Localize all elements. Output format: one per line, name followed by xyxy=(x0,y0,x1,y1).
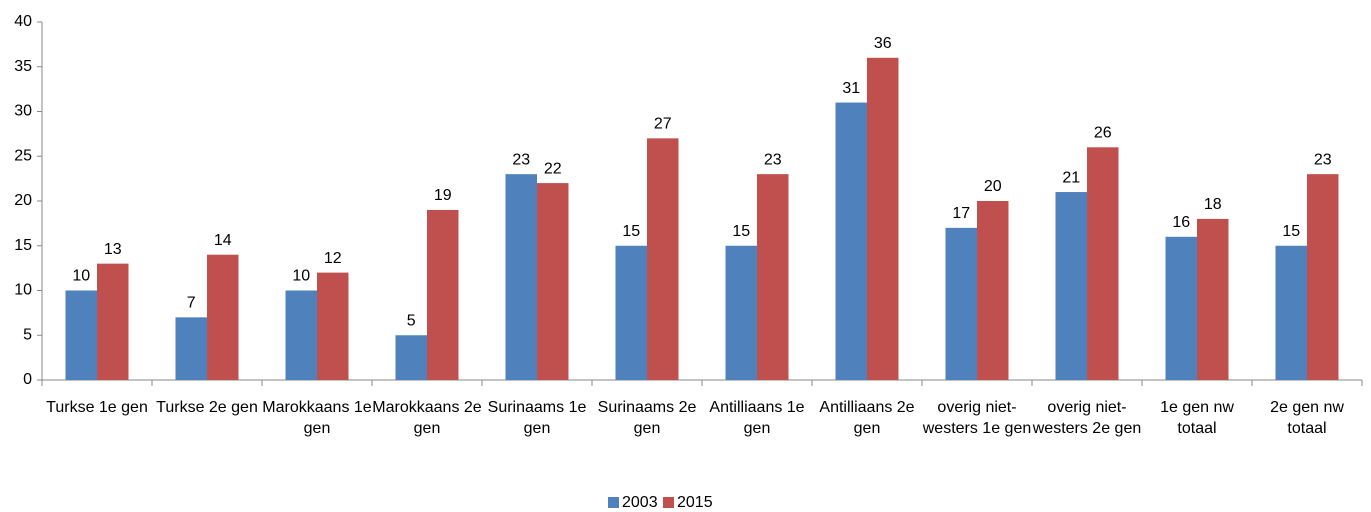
value-label: 26 xyxy=(1094,125,1112,142)
bar xyxy=(65,290,97,380)
bar xyxy=(835,102,867,381)
value-label: 14 xyxy=(214,232,232,249)
bar xyxy=(427,209,459,380)
value-label: 22 xyxy=(544,160,562,177)
bar xyxy=(285,290,317,380)
value-label: 10 xyxy=(72,268,90,285)
value-label: 18 xyxy=(1204,196,1222,213)
legend-label: 2015 xyxy=(677,494,713,511)
bar xyxy=(175,317,207,380)
value-label: 27 xyxy=(654,116,672,133)
value-label: 21 xyxy=(1062,169,1080,186)
value-label: 7 xyxy=(187,295,196,312)
x-tick-label: Surinaams 1e gen xyxy=(487,399,587,437)
bar xyxy=(1087,147,1119,380)
value-label: 13 xyxy=(104,241,122,258)
value-label: 15 xyxy=(1282,223,1300,240)
bar xyxy=(395,335,427,380)
y-tick-label: 35 xyxy=(14,58,32,75)
y-tick-label: 40 xyxy=(14,13,32,30)
value-label: 12 xyxy=(324,250,342,267)
legend-swatch xyxy=(663,497,674,508)
y-tick-label: 30 xyxy=(14,103,32,120)
bar xyxy=(1165,236,1197,380)
legend-swatch xyxy=(608,497,619,508)
x-tick-label: Turkse 1e gen xyxy=(46,399,148,416)
value-label: 36 xyxy=(874,35,892,52)
y-tick-label: 25 xyxy=(14,147,32,164)
value-label: 15 xyxy=(732,223,750,240)
bar xyxy=(945,227,977,380)
x-tick-label: Surinaams 2e gen xyxy=(597,399,697,437)
bar xyxy=(867,57,899,381)
value-label: 23 xyxy=(1314,151,1332,168)
value-label: 16 xyxy=(1172,214,1190,231)
y-tick-label: 10 xyxy=(14,282,32,299)
x-tick-label: Antilliaans 2e gen xyxy=(819,399,915,437)
bar xyxy=(647,138,679,380)
value-label: 17 xyxy=(952,205,970,222)
x-tick-label: overig niet-westers 2e gen xyxy=(1032,399,1142,437)
x-tick-label: 2e gen nw totaal xyxy=(1270,399,1344,437)
x-tick-label: Marokkaans 2e gen xyxy=(372,399,482,437)
value-label: 31 xyxy=(842,80,860,97)
x-tick-label: overig niet-westers 1e gen xyxy=(922,399,1032,437)
bar xyxy=(1197,218,1229,380)
legend-label: 2003 xyxy=(622,494,658,511)
bar xyxy=(207,254,239,380)
bar xyxy=(757,174,789,380)
value-label: 15 xyxy=(622,223,640,240)
x-tick-label: Turkse 2e gen xyxy=(156,399,258,416)
y-tick-label: 15 xyxy=(14,237,32,254)
y-tick-label: 0 xyxy=(23,371,32,388)
value-label: 23 xyxy=(764,151,782,168)
value-label: 10 xyxy=(292,268,310,285)
bar xyxy=(725,245,757,380)
bar xyxy=(537,183,569,380)
value-label: 5 xyxy=(407,312,416,329)
bar xyxy=(317,272,349,380)
bar xyxy=(1055,192,1087,380)
bar xyxy=(615,245,647,380)
value-label: 23 xyxy=(512,151,530,168)
x-tick-label: Marokkaans 1e gen xyxy=(262,399,372,437)
bar xyxy=(977,201,1009,380)
y-tick-label: 5 xyxy=(23,326,32,343)
value-label: 19 xyxy=(434,187,452,204)
x-tick-label: 1e gen nw totaal xyxy=(1160,399,1234,437)
bar xyxy=(97,263,129,380)
bar xyxy=(1307,174,1339,380)
bar xyxy=(1275,245,1307,380)
value-label: 20 xyxy=(984,178,1002,195)
x-tick-label: Antilliaans 1e gen xyxy=(709,399,805,437)
bar xyxy=(505,174,537,380)
y-tick-label: 20 xyxy=(14,192,32,209)
